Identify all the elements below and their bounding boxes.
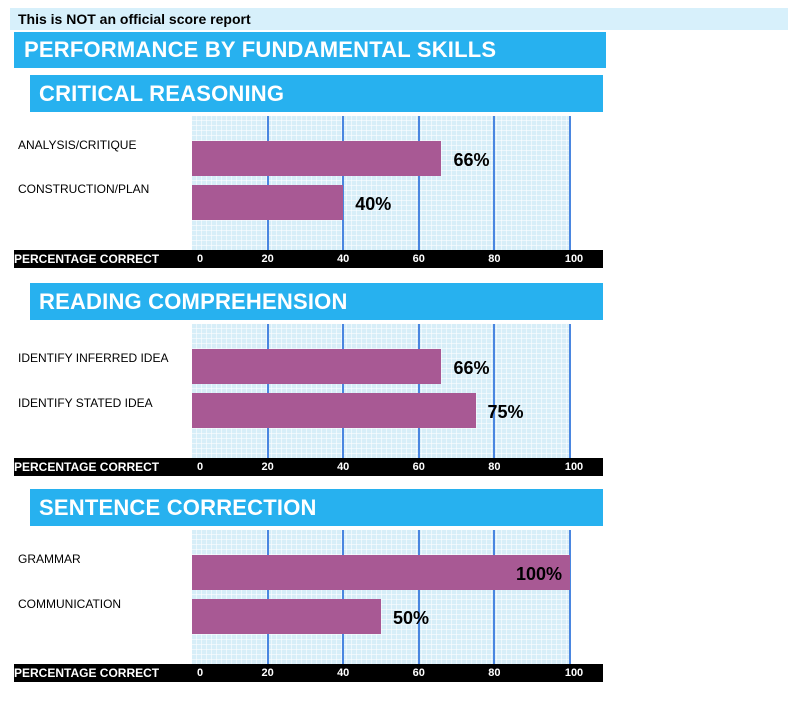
value-label: 66% [453,150,490,170]
x-tick-label: 60 [412,253,425,265]
x-tick-label: 80 [488,461,501,473]
x-tick-label: 40 [337,253,350,265]
bar [192,555,570,590]
x-axis-title: PERCENTAGE CORRECT [14,460,160,474]
gridline [417,116,420,250]
x-axis-title: PERCENTAGE CORRECT [14,666,160,680]
gridline [493,116,496,250]
category-label: IDENTIFY INFERRED IDEA [18,351,169,365]
bar [192,185,344,220]
bar [192,141,442,176]
x-tick-label: 60 [412,667,425,679]
gridline [569,116,571,250]
value-label: 40% [355,194,392,214]
section-title: SENTENCE CORRECTION [30,489,603,526]
gridline [569,324,571,458]
x-tick-label: 40 [337,667,350,679]
x-tick-label: 40 [337,461,350,473]
page-title: PERFORMANCE BY FUNDAMENTAL SKILLS [14,32,606,68]
category-label: GRAMMAR [18,552,81,566]
x-tick-label: 80 [488,667,501,679]
value-label: 75% [487,402,524,422]
gridline [417,324,420,458]
x-tick-label: 20 [261,667,274,679]
value-label: 100% [515,564,562,584]
gridline [266,324,269,458]
x-tick-label: 100 [564,253,584,265]
x-axis-title: PERCENTAGE CORRECT [14,252,160,266]
x-axis: PERCENTAGE CORRECT 0 20 40 60 80 100 [14,250,603,268]
gridline [417,530,420,664]
plot-area: 100% 50% [192,530,571,664]
gridline [493,324,496,458]
category-label: COMMUNICATION [18,597,122,611]
x-axis: PERCENTAGE CORRECT 0 20 40 60 80 100 [14,458,603,476]
gridline [342,530,345,664]
x-tick-label: 60 [412,461,425,473]
x-tick-label: 20 [261,461,274,473]
category-label: CONSTRUCTION/PLAN [18,182,150,196]
section-sentence-correction: SENTENCE CORRECTION GRAMMAR COMMUNICATIO… [0,489,788,699]
gridline [493,530,496,664]
bar [192,393,476,428]
x-tick-label: 80 [488,253,501,265]
category-label: IDENTIFY STATED IDEA [18,396,153,410]
gridline [342,116,345,250]
plot-area: 66% 40% [192,116,571,250]
bar [192,349,442,384]
section-title: CRITICAL REASONING [30,75,603,112]
category-label: ANALYSIS/CRITIQUE [18,138,137,152]
value-label: 66% [453,358,490,378]
bar [192,599,381,634]
x-tick-label: 0 [196,461,204,473]
x-axis: PERCENTAGE CORRECT 0 20 40 60 80 100 [14,664,603,682]
gridline [266,116,269,250]
value-label: 50% [393,608,430,628]
disclaimer-banner: This is NOT an official score report [10,8,788,30]
x-tick-label: 20 [261,253,274,265]
gridline [342,324,345,458]
x-tick-label: 0 [196,667,204,679]
section-reading-comprehension: READING COMPREHENSION IDENTIFY INFERRED … [0,283,788,493]
section-title: READING COMPREHENSION [30,283,603,320]
section-critical-reasoning: CRITICAL REASONING ANALYSIS/CRITIQUE CON… [0,75,788,285]
gridline [569,530,571,664]
x-tick-label: 100 [564,461,584,473]
x-tick-label: 100 [564,667,584,679]
gridline [266,530,269,664]
plot-area: 66% 75% [192,324,571,458]
x-tick-label: 0 [196,253,204,265]
